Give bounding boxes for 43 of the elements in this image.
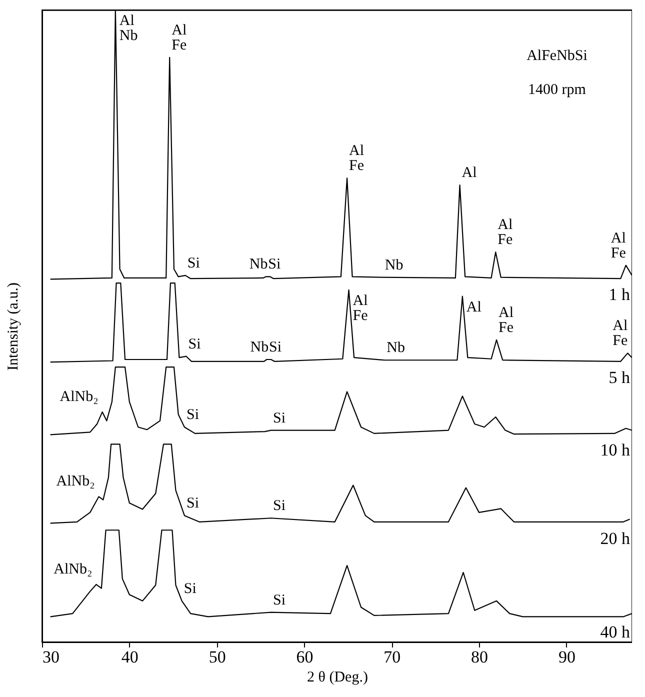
annotation: Si [269,339,282,356]
annotation: Si [273,592,286,608]
annotation: Al Fe [498,304,514,336]
annotation: Si [268,256,281,273]
annotation: Si [186,407,199,424]
text: 1400 rpm [528,82,586,98]
x-tick-label: 50 [208,648,226,666]
annotation: Al Fe [352,292,368,324]
x-tick-label: 30 [42,648,60,666]
x-tick-label: 60 [296,648,314,666]
annotation: Al Fe [172,22,187,54]
x-axis-title: 2 θ (Deg.) [307,670,368,686]
annotation: Al [462,165,477,182]
text: AlFeNbSi [526,48,588,64]
annotation: Al Fe [349,143,364,174]
annotation: Si [273,498,286,514]
annotation: AlNb₂ [56,474,95,490]
annotation: Al [466,299,482,316]
annotation: Nb [250,339,269,356]
annotation: Al Nb [119,13,138,44]
series-label: 1 h [608,285,630,304]
series-label: 20 h [600,529,630,548]
annotation: Nb [384,257,404,274]
annotation: Si [188,336,201,352]
annotation: Al Fe [612,318,628,350]
annotation: AlNb₂ [60,388,98,405]
annotation: Al Fe [498,217,513,248]
x-tick-label: 70 [384,648,401,666]
annotation: Si [184,580,196,597]
series-label: 10 h [600,440,630,460]
annotation: Nb [386,340,405,356]
annotation: Si [186,496,199,512]
y-axis-title: Intensity (a.u.) [6,282,22,370]
series-label: 40 h [600,622,630,642]
annotation: AlNb₂ [54,561,92,578]
x-tick-label: 90 [558,648,576,666]
series-label: 5 h [608,368,630,388]
annotation: Si [273,410,286,426]
x-tick-label: 40 [121,648,138,666]
annotation: Al Fe [610,230,626,262]
annotation: Si [187,255,200,272]
x-tick-label: 80 [471,648,488,666]
annotation: Nb [249,256,268,273]
